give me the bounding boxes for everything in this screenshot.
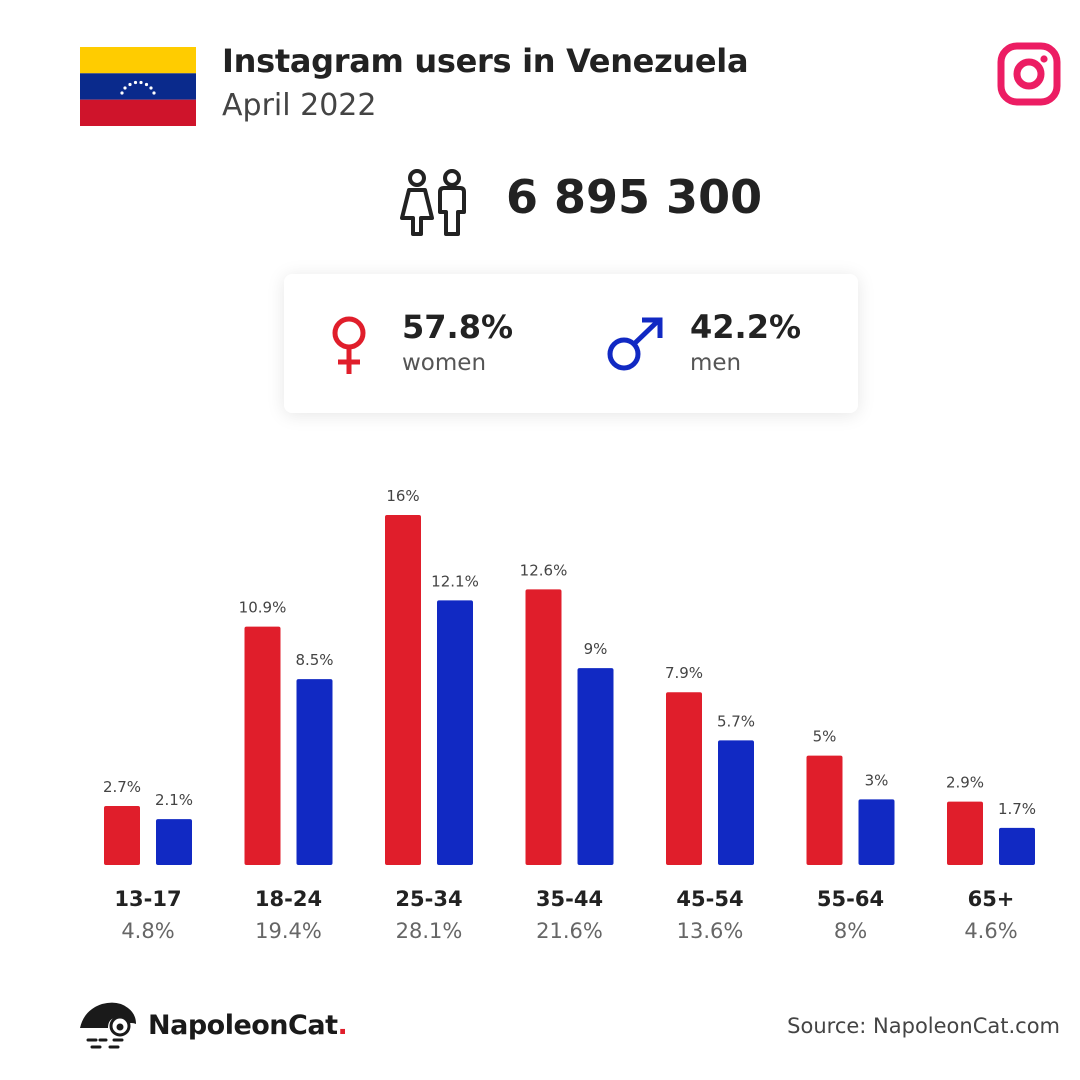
data-label-men-45-54: 5.7% xyxy=(717,712,755,730)
bar-women-25-34 xyxy=(385,515,421,865)
bar-men-55-64 xyxy=(858,799,895,865)
category-label-65+: 65+ xyxy=(968,887,1015,911)
bar-men-35-44 xyxy=(577,668,614,865)
category-label-25-34: 25-34 xyxy=(395,887,462,911)
bar-women-65+ xyxy=(947,801,983,865)
bar-men-18-24 xyxy=(296,679,333,865)
data-label-men-13-17: 2.1% xyxy=(155,791,193,809)
source-text: Source: NapoleonCat.com xyxy=(787,1014,1060,1038)
data-label-men-65+: 1.7% xyxy=(998,800,1036,818)
bar-women-35-44 xyxy=(525,589,562,865)
category-total-13-17: 4.8% xyxy=(121,919,174,943)
bar-women-45-54 xyxy=(666,692,702,865)
brand-dot: . xyxy=(337,1010,348,1041)
brand-name: NapoleonCat. xyxy=(148,1010,348,1041)
napoleoncat-logo-icon xyxy=(80,1002,136,1049)
total-users: 6 895 300 xyxy=(506,170,763,224)
category-total-65+: 4.6% xyxy=(964,919,1017,943)
category-label-35-44: 35-44 xyxy=(536,887,603,911)
bar-men-13-17 xyxy=(156,819,192,865)
data-label-women-45-54: 7.9% xyxy=(665,664,703,682)
data-label-men-55-64: 3% xyxy=(865,771,889,789)
users-couple-icon xyxy=(400,169,466,236)
venezuela-flag-icon xyxy=(80,47,196,126)
female-symbol-icon xyxy=(332,316,366,374)
category-label-18-24: 18-24 xyxy=(255,887,322,911)
chart-subtitle: April 2022 xyxy=(222,88,377,123)
bar-women-18-24 xyxy=(244,626,281,865)
male-symbol-icon xyxy=(607,317,663,371)
bar-men-25-34 xyxy=(437,600,473,865)
category-total-18-24: 19.4% xyxy=(255,919,322,943)
bar-women-55-64 xyxy=(806,755,843,865)
data-label-women-18-24: 10.9% xyxy=(239,599,287,617)
category-label-45-54: 45-54 xyxy=(676,887,743,911)
data-label-women-25-34: 16% xyxy=(386,487,419,505)
instagram-logo-icon xyxy=(997,42,1061,106)
gender-split-card: 57.8% women 42.2% men xyxy=(284,274,858,413)
brand-text: NapoleonCat xyxy=(148,1010,338,1041)
women-label: women xyxy=(402,350,487,376)
category-label-55-64: 55-64 xyxy=(817,887,884,911)
data-label-women-65+: 2.9% xyxy=(946,774,984,792)
women-percentage: 57.8% xyxy=(402,308,514,346)
bar-women-13-17 xyxy=(104,805,140,865)
bar-men-45-54 xyxy=(718,740,754,865)
category-total-55-64: 8% xyxy=(834,919,867,943)
men-label: men xyxy=(690,350,742,376)
category-label-13-17: 13-17 xyxy=(114,887,181,911)
category-total-45-54: 13.6% xyxy=(677,919,744,943)
men-percentage: 42.2% xyxy=(690,308,802,346)
data-label-men-18-24: 8.5% xyxy=(295,651,333,669)
chart-title: Instagram users in Venezuela xyxy=(222,42,749,80)
data-label-women-13-17: 2.7% xyxy=(103,778,141,796)
data-label-women-35-44: 12.6% xyxy=(520,561,568,579)
category-total-25-34: 28.1% xyxy=(396,919,463,943)
data-label-men-35-44: 9% xyxy=(584,640,608,658)
data-label-women-55-64: 5% xyxy=(813,728,837,746)
bar-men-65+ xyxy=(999,827,1035,865)
data-label-men-25-34: 12.1% xyxy=(431,572,479,590)
category-total-35-44: 21.6% xyxy=(536,919,603,943)
